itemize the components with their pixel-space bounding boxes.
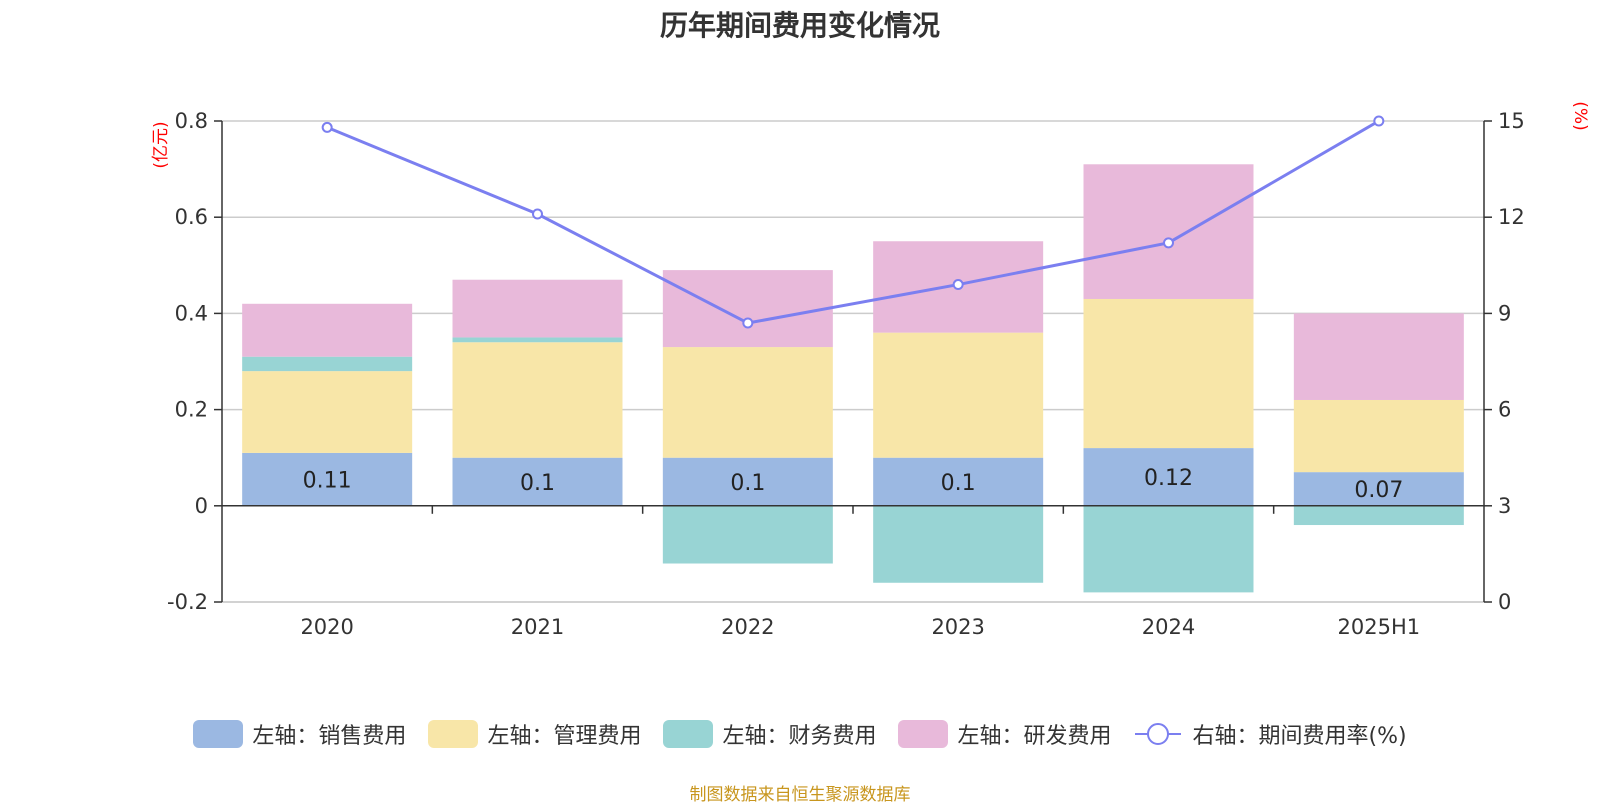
- legend-swatch: [428, 720, 479, 748]
- legend-label: 左轴：销售费用: [252, 724, 407, 749]
- rate-polyline: [326, 119, 1380, 325]
- bar-segment: [662, 457, 833, 506]
- right-axis-tick-label: 3: [1498, 494, 1511, 518]
- bar-segment: [452, 457, 623, 506]
- legend-item[interactable]: 左轴：管理费用: [428, 718, 641, 750]
- bar-segment: [662, 270, 833, 348]
- bar-segment: [242, 356, 413, 372]
- bar-segment: [662, 347, 833, 458]
- bar-segment: [1083, 505, 1254, 593]
- bar-segment: [873, 457, 1044, 506]
- legend-item[interactable]: 左轴：研发费用: [898, 718, 1111, 750]
- bar-segment: [1083, 448, 1254, 506]
- x-axis-tick-label: 2021: [511, 615, 564, 639]
- x-axis-tick-label: 2023: [931, 615, 984, 639]
- left-axis-unit: (亿元): [151, 121, 171, 168]
- x-axis-tick-label: 2022: [721, 615, 774, 639]
- rate-point: [952, 279, 964, 291]
- rate-point: [321, 121, 333, 133]
- source-note: 制图数据来自恒生聚源数据库: [689, 785, 911, 805]
- legend-label: 左轴：管理费用: [487, 724, 642, 749]
- chart-title: 历年期间费用变化情况: [659, 9, 940, 42]
- legend-item[interactable]: 左轴：财务费用: [663, 718, 876, 750]
- rate-line: [321, 115, 1385, 329]
- bar-segment: [662, 505, 833, 564]
- bar-segment: [242, 371, 413, 453]
- bar-segment: [452, 337, 623, 343]
- legend-label: 左轴：研发费用: [957, 724, 1112, 749]
- rate-point: [1373, 115, 1385, 127]
- left-axis-tick-label: 0.8: [175, 109, 208, 133]
- bar-segment: [242, 452, 413, 506]
- legend-swatch: [663, 720, 714, 748]
- bar-segment: [873, 332, 1044, 458]
- bar-segment: [1083, 298, 1254, 449]
- legend-item[interactable]: 左轴：销售费用: [193, 718, 406, 750]
- left-axis-tick-label: 0.4: [175, 301, 208, 325]
- rate-point: [742, 317, 754, 329]
- legend-item[interactable]: 右轴：期间费用率(%): [1133, 718, 1407, 750]
- legend: 左轴：销售费用 左轴：管理费用 左轴：财务费用 左轴：研发费用 右轴：期间费用率(%): [0, 718, 1600, 750]
- bar-segment: [242, 303, 413, 357]
- bar-segment: [1293, 399, 1464, 473]
- bar-value-label: 0.11: [303, 468, 352, 493]
- bar-segment: [1083, 164, 1254, 299]
- left-axis-tick-label: 0.2: [175, 398, 208, 422]
- legend-line-marker-icon: [1135, 723, 1182, 745]
- right-axis-tick-label: 6: [1498, 398, 1511, 422]
- bar-segment: [873, 505, 1044, 583]
- right-axis-tick-label: 0: [1498, 590, 1511, 614]
- chart-plot: -0.2 0 0.2 0.4 0.6 0.8 0 3 6 9 12 15 2020 2021 2022 202…: [151, 101, 1590, 639]
- right-axis-unit: (%): [1570, 101, 1590, 130]
- left-axis-tick-label: -0.2: [167, 590, 208, 614]
- bar-value-label: 0.12: [1144, 466, 1193, 491]
- bar-segment: [1293, 313, 1464, 400]
- x-axis-tick-label: 2025H1: [1338, 615, 1421, 639]
- left-axis-tick-label: 0: [195, 494, 208, 518]
- legend-label: 左轴：财务费用: [722, 724, 877, 749]
- rate-point: [1163, 237, 1174, 249]
- right-axis-tick-label: 9: [1498, 301, 1511, 325]
- left-axis-tick-label: 0.6: [175, 205, 208, 229]
- bar-value-label: 0.1: [941, 471, 976, 496]
- bar-value-label: 0.1: [730, 471, 765, 496]
- legend-swatch: [193, 720, 244, 748]
- bar-segment: [1293, 505, 1464, 526]
- bar-segment: [452, 279, 623, 338]
- legend-swatch: [898, 720, 949, 748]
- legend-label: 右轴：期间费用率(%): [1192, 724, 1407, 749]
- bar-segment: [1293, 472, 1464, 506]
- bar-labels: 0.11 0.1 0.1 0.1 0.12 0.07: [303, 466, 1404, 503]
- bars: [242, 164, 1464, 593]
- bar-value-label: 0.07: [1354, 478, 1403, 503]
- rate-point: [532, 208, 543, 220]
- grid-lines: [222, 120, 1484, 603]
- bar-value-label: 0.1: [520, 471, 555, 496]
- right-axis-tick-label: 15: [1498, 109, 1525, 133]
- x-axis-tick-label: 2024: [1142, 615, 1195, 639]
- axes: -0.2 0 0.2 0.4 0.6 0.8 0 3 6 9 12 15 2020 2021 2022 202…: [167, 109, 1525, 639]
- right-axis-tick-label: 12: [1498, 205, 1525, 229]
- bar-segment: [452, 342, 623, 458]
- x-axis-tick-label: 2020: [300, 615, 353, 639]
